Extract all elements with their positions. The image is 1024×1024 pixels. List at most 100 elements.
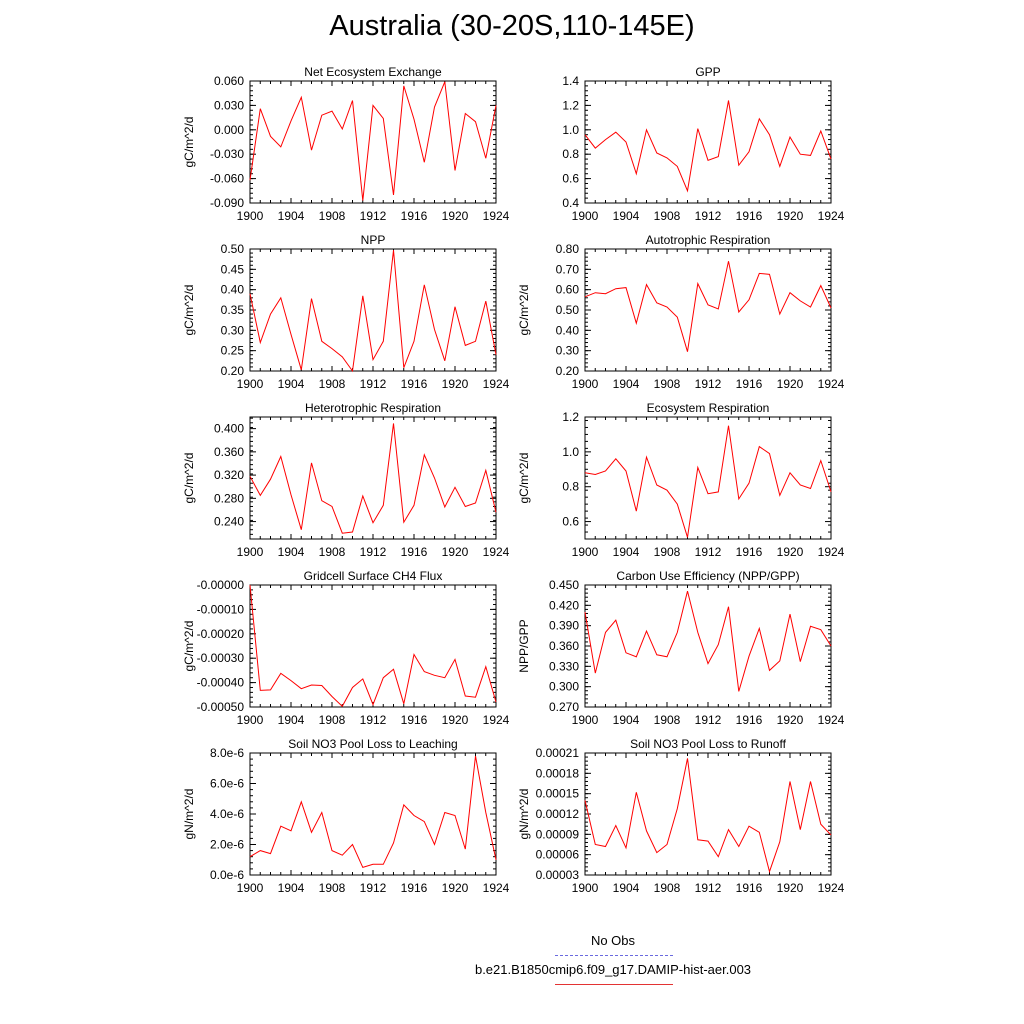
- x-tick-label: 1904: [613, 209, 640, 223]
- x-tick-label: 1924: [818, 209, 845, 223]
- data-point: [686, 536, 689, 539]
- y-tick-label: 1.0: [562, 445, 579, 459]
- y-tick-label: 0.00018: [536, 766, 580, 780]
- series-line: [584, 425, 832, 538]
- x-tick-label: 1916: [736, 881, 763, 895]
- data-point: [645, 128, 648, 131]
- data-point: [413, 653, 416, 656]
- data-point: [625, 286, 628, 289]
- data-point: [413, 814, 416, 817]
- y-tick-label: 1.2: [562, 410, 579, 424]
- x-tick-label: 1908: [319, 713, 346, 727]
- data-point: [819, 459, 822, 462]
- data-point: [249, 179, 252, 182]
- y-axis-label: gC/m^2/d: [182, 453, 196, 504]
- y-tick-label: 0.400: [214, 422, 244, 436]
- data-point: [584, 133, 587, 136]
- chart-panel-6: Gridcell Surface CH4 Flux gC/m^2/d 1900 190…: [182, 569, 510, 727]
- data-point: [259, 849, 262, 852]
- data-point: [737, 497, 740, 500]
- y-axis-label: gC/m^2/d: [517, 453, 531, 504]
- data-point: [279, 296, 282, 299]
- y-tick-label: 0.060: [214, 74, 244, 88]
- data-point: [778, 840, 781, 843]
- data-point: [717, 855, 720, 858]
- y-tick-label: 0.50: [221, 242, 245, 256]
- y-axis-label: NPP/GPP: [517, 619, 531, 672]
- y-tick-label: 0.00006: [536, 848, 580, 862]
- data-point: [748, 150, 751, 153]
- data-point: [474, 755, 477, 758]
- x-tick-label: 1900: [572, 713, 599, 727]
- data-point: [748, 298, 751, 301]
- data-point: [625, 141, 628, 144]
- data-point: [433, 843, 436, 846]
- data-point: [799, 828, 802, 831]
- x-tick-label: 1912: [695, 881, 722, 895]
- data-point: [433, 477, 436, 480]
- x-tick-label: 1916: [401, 209, 428, 223]
- data-point: [604, 292, 607, 295]
- y-tick-label: 0.450: [549, 578, 579, 592]
- data-point: [269, 852, 272, 855]
- x-tick-label: 1912: [360, 377, 387, 391]
- series-line: [249, 755, 497, 869]
- x-tick-label: 1900: [237, 881, 264, 895]
- data-point: [361, 199, 364, 202]
- data-point: [484, 665, 487, 668]
- data-point: [625, 846, 628, 849]
- data-point: [372, 104, 375, 107]
- data-point: [413, 504, 416, 507]
- data-point: [382, 863, 385, 866]
- y-tick-label: 0.8: [562, 147, 579, 161]
- y-axis-label: gC/m^2/d: [182, 117, 196, 168]
- data-point: [748, 482, 751, 485]
- data-point: [594, 147, 597, 150]
- data-point: [789, 471, 792, 474]
- y-tick-label: 0.0e-6: [210, 868, 244, 882]
- data-point: [413, 340, 416, 343]
- data-point: [799, 299, 802, 302]
- data-point: [372, 703, 375, 706]
- x-tick-label: 1920: [777, 881, 804, 895]
- x-tick-label: 1920: [442, 881, 469, 895]
- data-point: [737, 845, 740, 848]
- data-point: [666, 489, 669, 492]
- y-tick-label: -0.030: [210, 147, 244, 161]
- data-point: [495, 858, 498, 861]
- data-point: [341, 854, 344, 857]
- series-line: [584, 100, 832, 193]
- data-point: [768, 669, 771, 672]
- y-tick-label: 0.280: [214, 491, 244, 505]
- data-point: [707, 159, 710, 162]
- data-point: [625, 651, 628, 654]
- chart-panel-3: Autotrophic Respiration gC/m^2/d 1900 1904 1…: [517, 233, 845, 391]
- chart-title: Soil NO3 Pool Loss to Leaching: [288, 737, 457, 751]
- data-point: [809, 487, 812, 490]
- data-point: [717, 307, 720, 310]
- x-tick-label: 1908: [319, 881, 346, 895]
- plot-frame: [584, 584, 832, 708]
- x-tick-label: 1904: [278, 209, 305, 223]
- x-tick-label: 1904: [613, 377, 640, 391]
- data-point: [290, 333, 293, 336]
- data-point: [300, 800, 303, 803]
- plot-frame: [584, 248, 832, 372]
- y-tick-label: 0.70: [556, 262, 580, 276]
- data-point: [372, 358, 375, 361]
- data-point: [717, 643, 720, 646]
- data-point: [351, 686, 354, 689]
- data-point: [594, 672, 597, 675]
- data-point: [310, 297, 313, 300]
- data-point: [341, 127, 344, 130]
- data-point: [686, 590, 689, 593]
- data-point: [707, 662, 710, 665]
- data-point: [645, 829, 648, 832]
- x-tick-label: 1912: [360, 881, 387, 895]
- data-point: [655, 151, 658, 154]
- y-tick-label: 8.0e-6: [210, 746, 244, 760]
- chart-panel-4: Heterotrophic Respiration gC/m^2/d 1900 190…: [182, 401, 510, 559]
- series-line: [249, 423, 497, 534]
- y-tick-label: 0.20: [556, 364, 580, 378]
